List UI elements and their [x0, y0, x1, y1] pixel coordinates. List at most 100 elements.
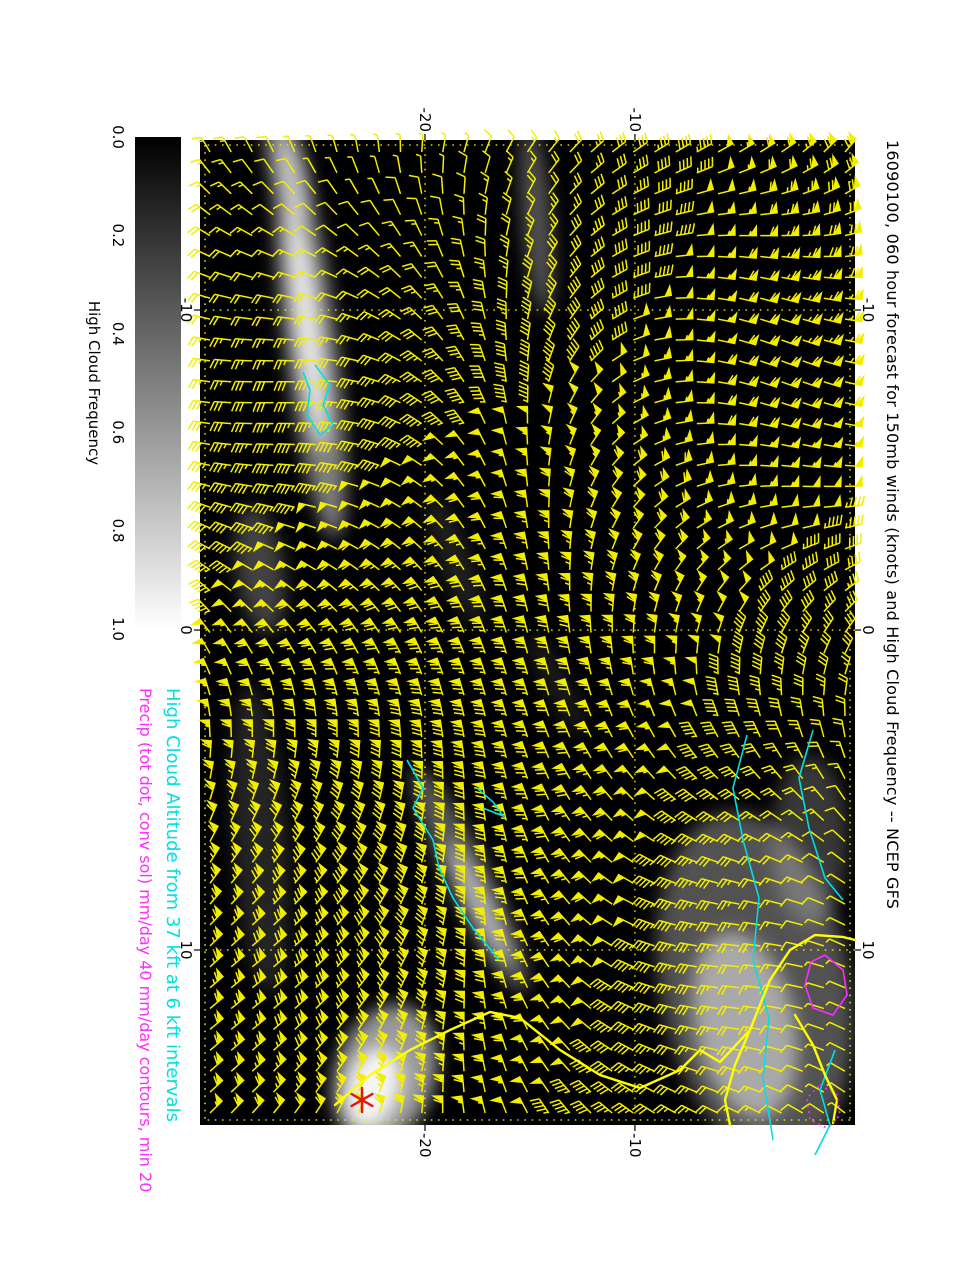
wind-barb — [209, 1092, 224, 1114]
wind-barb — [483, 129, 493, 153]
wind-barb — [272, 502, 295, 515]
wind-barb — [675, 223, 696, 237]
wind-barb — [315, 1008, 329, 1030]
wind-barb — [259, 698, 275, 717]
wind-barb — [844, 265, 863, 279]
wind-barb — [438, 153, 445, 173]
wind-barb — [763, 742, 783, 759]
wind-barb — [251, 1092, 265, 1114]
wind-barb — [425, 636, 444, 654]
wind-barb — [823, 590, 837, 613]
wind-barb — [652, 1084, 677, 1096]
wind-barb — [539, 446, 552, 466]
wind-barb — [270, 820, 284, 842]
wind-barb — [695, 1065, 719, 1076]
wind-barb — [760, 376, 781, 389]
wind-barb — [375, 1029, 389, 1051]
wind-barb — [589, 339, 604, 362]
wind-barb — [278, 677, 296, 696]
wind-barb — [272, 293, 295, 304]
wind-barb — [367, 177, 380, 195]
wind-barb — [738, 942, 761, 954]
wind-barb — [802, 551, 819, 571]
wind-barb — [610, 1102, 634, 1114]
wind-barb — [230, 904, 245, 926]
wind-barb — [251, 1050, 266, 1072]
wind-barb — [314, 1091, 326, 1114]
wind-barb — [653, 962, 676, 974]
wind-barb — [823, 475, 842, 488]
wind-barb — [696, 469, 714, 488]
wind-barb — [372, 820, 387, 842]
wind-barb — [841, 630, 854, 654]
wind-barb — [450, 237, 465, 257]
wind-barb — [823, 436, 844, 449]
wind-barb — [403, 637, 423, 654]
wind-barb — [273, 401, 295, 412]
wind-barb — [695, 984, 719, 995]
wind-barb — [314, 481, 338, 494]
wind-barb — [317, 179, 338, 195]
wind-barb — [231, 181, 253, 195]
wind-barb — [760, 155, 777, 174]
wind-barb — [400, 475, 423, 487]
wind-barb — [549, 1078, 571, 1094]
wind-barb — [229, 271, 253, 282]
wind-barb — [316, 501, 338, 514]
wind-barb — [187, 226, 211, 237]
wind-barb — [798, 630, 810, 654]
wind-barb — [315, 559, 338, 571]
wind-barb — [654, 386, 672, 404]
wind-barb — [250, 502, 274, 515]
wind-barb — [490, 427, 508, 445]
wind-barb — [450, 760, 465, 779]
wind-barb — [271, 271, 295, 281]
wind-barb — [610, 1082, 634, 1094]
wind-barb — [696, 371, 716, 384]
wind-barb — [274, 180, 296, 195]
wind-barb — [368, 739, 381, 758]
wind-barb — [209, 1030, 225, 1051]
wind-barb — [549, 1057, 571, 1072]
wind-barb — [435, 926, 448, 947]
wind-barb — [823, 333, 844, 346]
wind-barb — [356, 438, 380, 452]
wind-barb — [611, 238, 628, 258]
wind-barb — [844, 514, 864, 529]
wind-barb — [248, 820, 263, 842]
wind-barb — [229, 502, 253, 515]
wind-barb — [250, 862, 265, 884]
wind-barb — [379, 517, 401, 529]
wind-barb — [520, 296, 532, 320]
wind-barb — [653, 507, 668, 529]
wind-barb — [233, 637, 253, 654]
wind-barb — [532, 699, 550, 717]
wind-barb — [632, 154, 649, 174]
wind-barb — [355, 1071, 367, 1093]
wind-barb — [509, 992, 529, 1009]
wind-barb — [640, 656, 656, 675]
wind-barb — [826, 851, 846, 863]
wind-barb — [230, 1009, 246, 1030]
wind-barb — [537, 510, 550, 529]
wind-barb — [295, 598, 317, 613]
wind-barb — [610, 959, 634, 973]
wind-barb — [541, 403, 554, 424]
wind-barb — [208, 226, 232, 237]
wind-barb — [188, 181, 211, 195]
wind-barb — [760, 435, 780, 448]
wind-barb — [611, 382, 627, 404]
wind-barb — [207, 820, 219, 842]
wind-barb — [257, 677, 275, 696]
wind-barb — [760, 396, 781, 409]
wind-barb — [187, 559, 211, 574]
wind-barb — [717, 471, 736, 488]
wind-barb — [480, 171, 490, 194]
wind-barb — [317, 617, 338, 633]
wind-barb — [803, 940, 825, 947]
wind-barb — [255, 657, 275, 675]
wind-barb — [294, 988, 309, 1010]
wind-barb — [273, 925, 288, 947]
wind-barb — [208, 540, 232, 554]
wind-barb — [569, 1038, 592, 1053]
